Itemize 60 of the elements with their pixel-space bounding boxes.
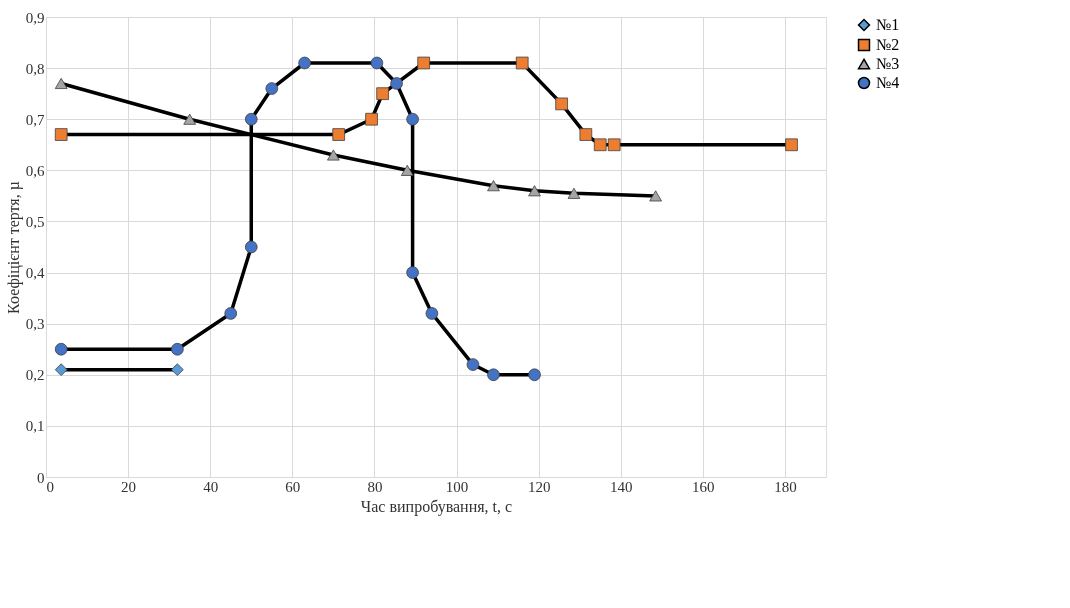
point [54,128,68,141]
x-tick-label: 80 [367,478,383,495]
y-tick-label: 0,9 [25,9,45,26]
legend-label: №3 [876,55,900,72]
x-tick-label: 160 [692,478,715,495]
x-tick-label: 140 [609,478,633,495]
point [54,342,68,356]
y-tick-label: 0,2 [25,367,45,384]
y-tick-label: 0,1 [25,418,45,435]
x-tick-label: 60 [285,478,301,495]
y-tick-label: 0,6 [25,162,45,179]
point [487,180,500,192]
point [425,307,439,320]
y-tick-label: 0,5 [25,213,45,230]
point [370,56,384,70]
point [224,307,238,320]
point [183,113,196,125]
point [528,185,541,197]
x-axis-title: Час випробування, t, с [360,497,513,516]
point [567,187,581,199]
point [390,77,403,90]
y-axis-title: Коефіцієнт тертя, µ [4,181,23,314]
point [171,363,184,376]
point [649,190,662,202]
point [515,56,529,70]
point [528,368,541,382]
point [244,112,258,126]
point [171,342,184,356]
point [365,112,378,126]
point [579,128,593,141]
point [327,149,340,161]
y-tick-label: 0,4 [25,265,45,282]
point [54,363,68,376]
point [400,164,414,176]
point [406,112,419,126]
legend-label: №2 [876,36,900,53]
legend-label: №1 [876,16,900,33]
y-tick-label: 0,8 [25,60,45,77]
point [487,368,500,382]
point [298,56,311,70]
point [244,240,258,254]
point [406,266,419,279]
x-tick-label: 40 [203,478,219,495]
point [607,138,621,152]
point [265,82,279,95]
legend-label: №4 [876,74,900,91]
y-tick-label: 0,3 [25,316,45,333]
point [555,97,568,111]
point [466,358,480,371]
x-tick-label: 100 [445,478,469,495]
point [785,138,798,152]
point [417,56,430,70]
x-tick-label: 20 [121,478,137,495]
point [376,87,389,100]
point [54,77,68,89]
point [332,128,346,141]
x-tick-label: 120 [527,478,551,495]
x-tick-label: 180 [774,478,797,495]
point [593,138,607,152]
y-tick-label: 0,7 [25,111,45,128]
